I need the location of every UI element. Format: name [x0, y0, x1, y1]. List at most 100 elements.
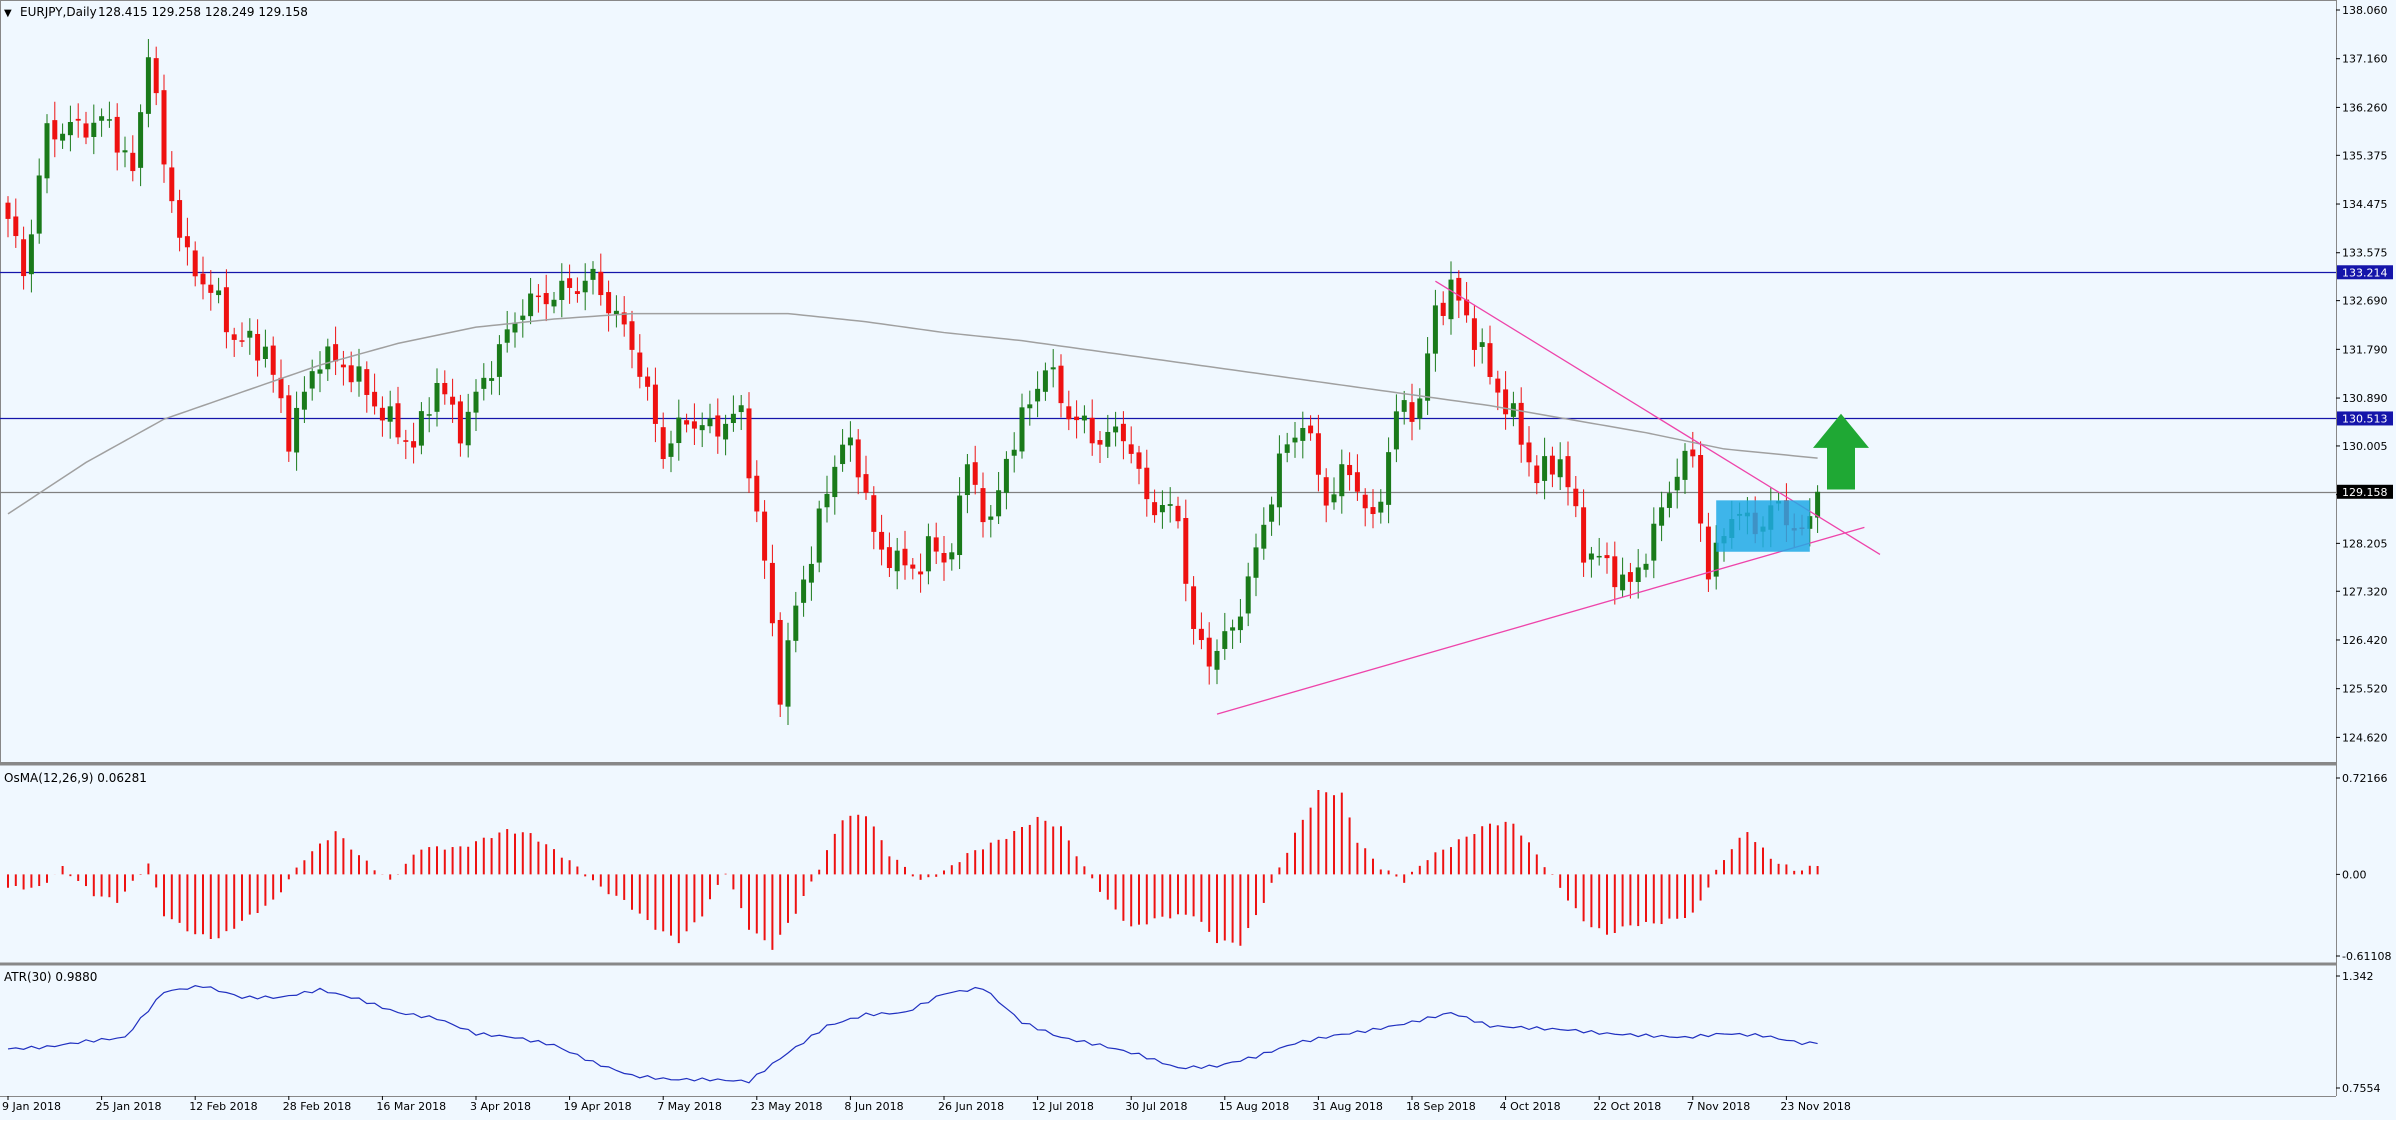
bear-candle: [1487, 343, 1493, 377]
bear-candle: [1362, 494, 1368, 509]
bear-candle: [1089, 417, 1095, 444]
bull-candle: [1588, 553, 1594, 560]
time-tick-label: 22 Oct 2018: [1593, 1100, 1661, 1113]
bull-candle: [1666, 493, 1672, 508]
bear-candle: [1495, 378, 1501, 393]
bull-candle: [28, 234, 34, 275]
bull-candle: [44, 123, 50, 179]
bull-candle: [996, 490, 1002, 517]
bull-candle: [613, 310, 619, 315]
bull-candle: [738, 405, 744, 413]
bear-candle: [379, 407, 385, 421]
bear-candle: [652, 384, 658, 424]
price-tick-label: 138.060: [2342, 4, 2388, 17]
bear-candle: [535, 295, 541, 298]
bull-candle: [699, 425, 705, 431]
bull-candle: [1807, 516, 1813, 529]
bear-candle: [871, 495, 877, 532]
bear-candle: [75, 118, 81, 121]
bear-candle: [1308, 425, 1314, 434]
bull-candle: [1167, 504, 1173, 506]
bear-candle: [1604, 555, 1610, 559]
time-tick-label: 7 Nov 2018: [1687, 1100, 1750, 1113]
bear-candle: [1549, 455, 1555, 475]
bull-candle: [707, 418, 713, 427]
bear-candle: [1503, 389, 1509, 415]
time-tick-label: 23 Nov 2018: [1780, 1100, 1850, 1113]
bull-candle: [216, 290, 222, 296]
symbol-label: EURJPY,Daily: [20, 5, 97, 19]
bull-candle: [1284, 444, 1290, 453]
bull-candle: [1050, 367, 1056, 370]
bull-candle: [1557, 459, 1563, 478]
bear-candle: [411, 441, 417, 448]
bear-candle: [606, 292, 612, 314]
bear-candle: [395, 403, 401, 438]
collapse-icon[interactable]: ▼: [4, 8, 12, 19]
bull-candle: [1635, 567, 1641, 582]
bull-candle: [418, 411, 424, 446]
bull-candle: [387, 406, 393, 422]
bull-candle: [559, 280, 565, 300]
bull-candle: [925, 536, 931, 572]
time-tick-label: 8 Jun 2018: [844, 1100, 903, 1113]
osma-panel: [7, 789, 1819, 950]
bull-candle: [1339, 464, 1345, 497]
bear-candle: [1698, 455, 1704, 524]
bull-candle: [988, 516, 994, 520]
bear-candle: [637, 352, 643, 377]
consolidation-zone: [1716, 500, 1810, 552]
bull-candle: [60, 133, 66, 141]
bull-candle: [1269, 504, 1275, 522]
time-tick-label: 12 Feb 2018: [189, 1100, 257, 1113]
bull-candle: [801, 579, 807, 603]
bull-candle: [1479, 342, 1485, 347]
price-axis: 138.060 137.160 136.260 135.375 134.475 133.5…: [2336, 4, 2393, 1095]
time-tick-label: 12 Jul 2018: [1032, 1100, 1094, 1113]
bull-candle: [356, 366, 362, 382]
bull-candle: [122, 150, 128, 153]
bear-candle: [1464, 299, 1470, 316]
bear-candle: [886, 547, 892, 569]
bear-candle: [863, 474, 869, 493]
bear-candle: [660, 427, 666, 460]
bear-candle: [5, 202, 11, 219]
bull-candle: [1027, 404, 1033, 409]
bull-candle: [1019, 407, 1025, 452]
bear-candle: [879, 531, 885, 550]
bear-candle: [1705, 526, 1711, 580]
bear-candle: [1206, 637, 1212, 667]
osma-tick-label: -0.61108: [2342, 950, 2391, 963]
time-tick-label: 28 Feb 2018: [283, 1100, 351, 1113]
bull-candle: [1003, 458, 1009, 493]
price-tick-label: 134.475: [2342, 198, 2388, 211]
bull-candle: [1042, 370, 1048, 392]
bear-candle: [1097, 440, 1103, 445]
bull-candle: [1261, 524, 1267, 549]
bull-candle: [1542, 456, 1548, 481]
bull-candle: [1237, 616, 1243, 631]
bear-candle: [769, 562, 775, 624]
bull-candle: [1011, 449, 1017, 456]
atr-tick-label: 0.7554: [2342, 1082, 2381, 1095]
time-tick-label: 7 May 2018: [657, 1100, 722, 1113]
bear-candle: [333, 344, 339, 362]
bear-candle: [13, 216, 19, 237]
bull-candle: [1674, 476, 1680, 491]
time-tick-label: 26 Jun 2018: [938, 1100, 1004, 1113]
bull-candle: [1713, 542, 1719, 577]
bear-candle: [1581, 507, 1587, 563]
bull-candle: [1222, 631, 1228, 649]
bear-candle: [1612, 556, 1618, 588]
time-tick-label: 19 Apr 2018: [564, 1100, 632, 1113]
bull-candle: [847, 437, 853, 446]
bear-candle: [1347, 464, 1353, 476]
bull-candle: [1378, 501, 1384, 513]
time-tick-label: 18 Sep 2018: [1406, 1100, 1476, 1113]
price-tick-label: 130.005: [2342, 440, 2388, 453]
bear-candle: [169, 167, 175, 202]
bull-candle: [964, 464, 970, 496]
bull-candle: [551, 299, 557, 307]
